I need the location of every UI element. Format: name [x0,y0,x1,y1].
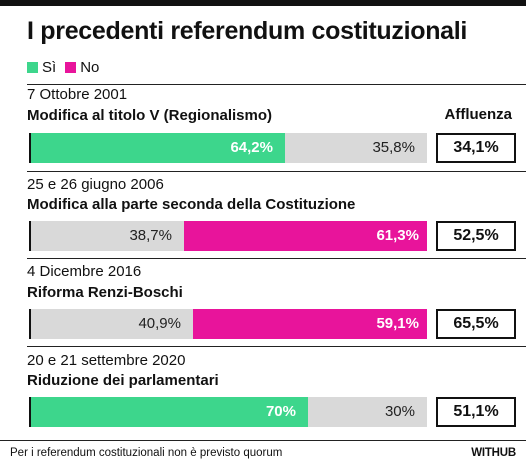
value-label-yes: 70% [265,403,296,420]
value-label-no: 35,8% [372,139,415,156]
legend: Sì No [27,59,99,76]
referendum-name: Modifica al titolo V (Regionalismo) [27,107,273,124]
result-bar: 64,2% 35,8% [29,133,427,163]
referendum-date: 20 e 21 settembre 2020 [27,352,186,369]
referendum-name: Modifica alla parte seconda della Costit… [27,196,356,213]
result-bar: 70% 30% [29,397,427,427]
turnout-value: 65,5% [436,309,516,339]
legend-label-no: No [80,59,100,76]
legend-swatch-no [65,62,77,73]
value-label-yes: 38,7% [129,227,172,244]
turnout-value: 34,1% [436,133,516,163]
result-bar: 38,7% 61,3% [29,221,427,251]
value-label-yes: 64,2% [230,139,273,156]
row-separator [27,171,526,172]
value-label-no: 30% [384,403,415,420]
referendum-name: Riduzione dei parlamentari [27,372,219,389]
bar-segment-no [193,309,427,339]
bar-segment-no [184,221,427,251]
result-bar: 40,9% 59,1% [29,309,427,339]
referendum-name: Riforma Renzi-Boschi [27,284,183,301]
bar-segment-yes [31,133,285,163]
brand-logo: WITHUB [471,447,516,459]
value-label-no: 59,1% [376,315,419,332]
value-label-yes: 40,9% [138,315,181,332]
chart-title: I precedenti referendum costituzionali [27,17,468,45]
referendum-date: 7 Ottobre 2001 [27,86,128,103]
value-label-no: 61,3% [376,227,419,244]
turnout-header: Affluenza [444,106,513,123]
referendum-date: 25 e 26 giugno 2006 [27,176,164,193]
footer-note: Per i referendum costituzionali non è pr… [10,447,283,459]
legend-item-no: No [65,59,99,76]
footer-rule [0,440,526,441]
row-separator [27,346,526,347]
top-rule [0,0,526,6]
legend-label-yes: Sì [42,59,57,76]
legend-item-yes: Sì [27,59,56,76]
turnout-value: 51,1% [436,397,516,427]
bar-segment-yes [31,397,308,427]
row-separator [27,258,526,259]
row-separator [27,84,526,85]
referendum-date: 4 Dicembre 2016 [27,263,142,280]
turnout-value: 52,5% [436,221,516,251]
legend-swatch-yes [27,62,38,73]
